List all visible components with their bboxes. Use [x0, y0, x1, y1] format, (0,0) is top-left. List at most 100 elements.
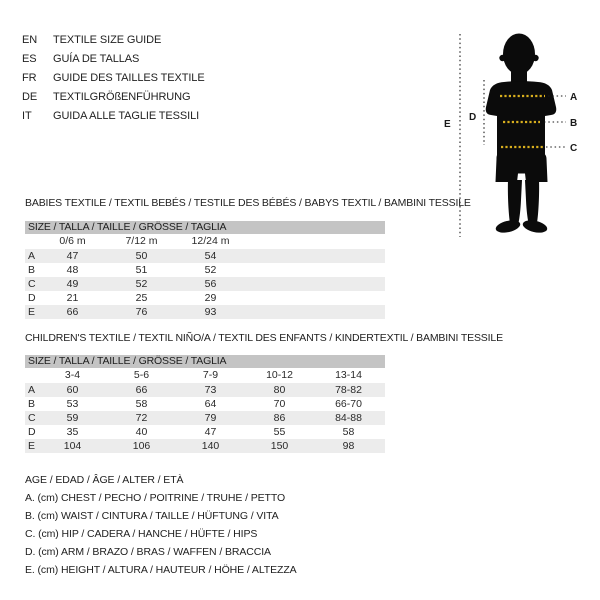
size-value: 64	[204, 398, 217, 410]
language-label: GUIDE DES TAILLES TEXTILE	[53, 72, 205, 84]
size-value: 66-70	[335, 398, 362, 410]
language-row: EN TEXTILE SIZE GUIDE	[22, 31, 205, 50]
column-header: 3-4	[64, 369, 81, 381]
row-label: A	[28, 250, 36, 262]
column-header-spacer	[25, 234, 38, 249]
row-label: C	[28, 278, 36, 290]
language-label: TEXTILGRÖßENFÜHRUNG	[53, 91, 191, 103]
language-code: IT	[22, 110, 32, 122]
marker-label-a: A	[570, 92, 577, 103]
legend-age-line: AGE / EDAD / ÂGE / ALTER / ETÀ	[25, 474, 184, 486]
column-header: 12/24 m	[191, 235, 230, 247]
table-row: A 60 66 73 80 78-82	[25, 383, 385, 397]
child-silhouette-diagram: A B C D E	[444, 33, 577, 237]
table-row: E 66 76 93	[25, 305, 385, 319]
size-value: 35	[66, 426, 79, 438]
children-table-rows: A 60 66 73 80 78-82 B 53 58 64 70 66-70 C 59 72 79 86 84-…	[25, 383, 385, 453]
children-size-table: SIZE / TALLA / TAILLE / GRÖSSE / TAGLIA …	[25, 355, 385, 453]
marker-label-e: E	[444, 119, 451, 130]
size-value: 70	[273, 398, 286, 410]
legend-item: A. (cm) CHEST / PECHO / POITRINE / TRUHE…	[25, 492, 286, 504]
size-value: 78-82	[335, 384, 362, 396]
babies-table-rows: A 47 50 54 B 48 51 52 C 49 52 56 D 21 25 29 E 66 76 93	[25, 249, 385, 319]
table-row: A 47 50 54	[25, 249, 385, 263]
size-value: 55	[273, 426, 286, 438]
language-row: IT GUIDA ALLE TAGLIE TESSILI	[22, 107, 205, 126]
row-label: B	[28, 264, 36, 276]
babies-table-header: SIZE / TALLA / TAILLE / GRÖSSE / TAGLIA	[25, 221, 385, 234]
size-value: 49	[66, 278, 79, 290]
size-value: 51	[135, 264, 148, 276]
language-code: EN	[22, 34, 38, 46]
row-label: A	[28, 384, 36, 396]
table-row: D 35 40 47 55 58	[25, 425, 385, 439]
size-value: 58	[342, 426, 355, 438]
babies-column-headers: 0/6 m 7/12 m 12/24 m	[25, 234, 385, 249]
table-row: B 53 58 64 70 66-70	[25, 397, 385, 411]
size-value: 29	[204, 292, 217, 304]
measurement-figure: A B C D E	[440, 25, 600, 240]
size-value: 72	[135, 412, 148, 424]
size-value: 54	[204, 250, 217, 262]
size-value: 52	[135, 278, 148, 290]
size-value: 104	[63, 440, 82, 452]
babies-section-title: BABIES TEXTILE / TEXTIL BEBÉS / TESTILE …	[25, 197, 471, 209]
measurement-legend: AGE / EDAD / ÂGE / ALTER / ETÀ A. (cm) C…	[25, 471, 297, 579]
size-value: 76	[135, 306, 148, 318]
size-value: 86	[273, 412, 286, 424]
table-row: E 104 106 140 150 98	[25, 439, 385, 453]
table-row: C 59 72 79 86 84-88	[25, 411, 385, 425]
marker-label-c: C	[570, 143, 577, 154]
size-value: 60	[66, 384, 79, 396]
column-header: 7-9	[202, 369, 219, 381]
legend-item: E. (cm) HEIGHT / ALTURA / HAUTEUR / HÖHE…	[25, 564, 297, 576]
size-value: 56	[204, 278, 217, 290]
column-header: 7/12 m	[125, 235, 158, 247]
size-value: 47	[204, 426, 217, 438]
language-label: GUIDA ALLE TAGLIE TESSILI	[53, 110, 200, 122]
children-section-title: CHILDREN'S TEXTILE / TEXTIL NIÑO/A / TEX…	[25, 332, 503, 344]
language-label: TEXTILE SIZE GUIDE	[53, 34, 162, 46]
language-code: FR	[22, 72, 37, 84]
row-label: E	[28, 306, 36, 318]
language-code: DE	[22, 91, 38, 103]
language-code: ES	[22, 53, 37, 65]
size-value: 79	[204, 412, 217, 424]
legend-item: D. (cm) ARM / BRAZO / BRAS / WAFFEN / BR…	[25, 546, 271, 558]
size-value: 25	[135, 292, 148, 304]
size-value: 40	[135, 426, 148, 438]
legend-item: B. (cm) WAIST / CINTURA / TAILLE / HÜFTU…	[25, 510, 279, 522]
column-header: 13-14	[335, 369, 362, 381]
size-value: 140	[201, 440, 220, 452]
row-label: D	[28, 292, 36, 304]
language-row: ES GUÍA DE TALLAS	[22, 50, 205, 69]
table-row: C 49 52 56	[25, 277, 385, 291]
table-row: D 21 25 29	[25, 291, 385, 305]
size-value: 150	[270, 440, 289, 452]
legend-item: C. (cm) HIP / CADERA / HANCHE / HÜFTE / …	[25, 528, 258, 540]
column-header: 10-12	[266, 369, 293, 381]
column-header: 0/6 m	[59, 235, 86, 247]
size-value: 59	[66, 412, 79, 424]
row-label: D	[28, 426, 36, 438]
size-value: 80	[273, 384, 286, 396]
marker-label-b: B	[570, 118, 577, 129]
size-value: 48	[66, 264, 79, 276]
column-header-spacer	[25, 368, 38, 383]
size-value: 93	[204, 306, 217, 318]
column-header: 5-6	[133, 369, 150, 381]
children-column-headers: 3-4 5-6 7-9 10-12 13-14	[25, 368, 385, 383]
row-label: C	[28, 412, 36, 424]
row-label: E	[28, 440, 36, 452]
language-row: DE TEXTILGRÖßENFÜHRUNG	[22, 88, 205, 107]
size-value: 21	[66, 292, 79, 304]
size-value: 47	[66, 250, 79, 262]
row-label: B	[28, 398, 36, 410]
size-value: 73	[204, 384, 217, 396]
marker-label-d: D	[469, 112, 476, 123]
size-value: 106	[132, 440, 151, 452]
legend-items: A. (cm) CHEST / PECHO / POITRINE / TRUHE…	[25, 489, 297, 579]
table-row: B 48 51 52	[25, 263, 385, 277]
size-value: 66	[135, 384, 148, 396]
